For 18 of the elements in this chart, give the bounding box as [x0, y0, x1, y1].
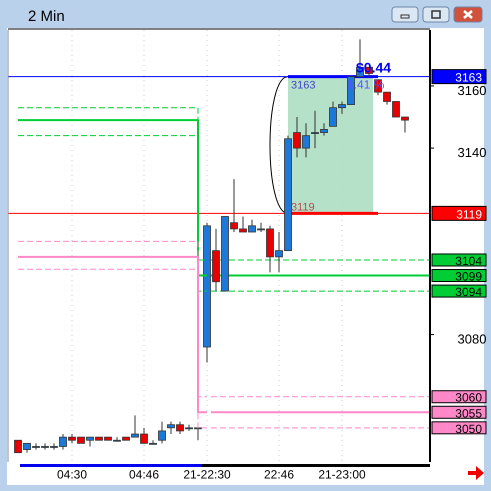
x-tick-label: 21-22:30 — [183, 467, 232, 482]
ref-line-label: 3119 — [456, 207, 482, 222]
ref-line-label: 3163 — [455, 70, 482, 85]
y-tick-label: 3160 — [458, 82, 486, 98]
x-tick-label: 04:46 — [128, 467, 160, 482]
annotation: 3163 — [291, 80, 316, 92]
x-tick-label: 21-23:00 — [318, 467, 366, 482]
ref-line-label: 3050 — [455, 422, 482, 436]
ref-line-label: 3099 — [455, 270, 482, 284]
x-tick-label: 04:30 — [56, 467, 88, 482]
ref-line-label: 3094 — [455, 285, 482, 300]
ref-line-label: 3104 — [455, 254, 482, 268]
y-tick-label: 3080 — [458, 332, 486, 347]
y-tick-label: 3140 — [458, 145, 486, 160]
ref-line-label: 3055 — [455, 406, 482, 420]
x-tick-label: 22:46 — [264, 467, 294, 482]
ref-line-label: 3060 — [455, 390, 482, 405]
chart-title: 2 Min — [28, 8, 65, 25]
